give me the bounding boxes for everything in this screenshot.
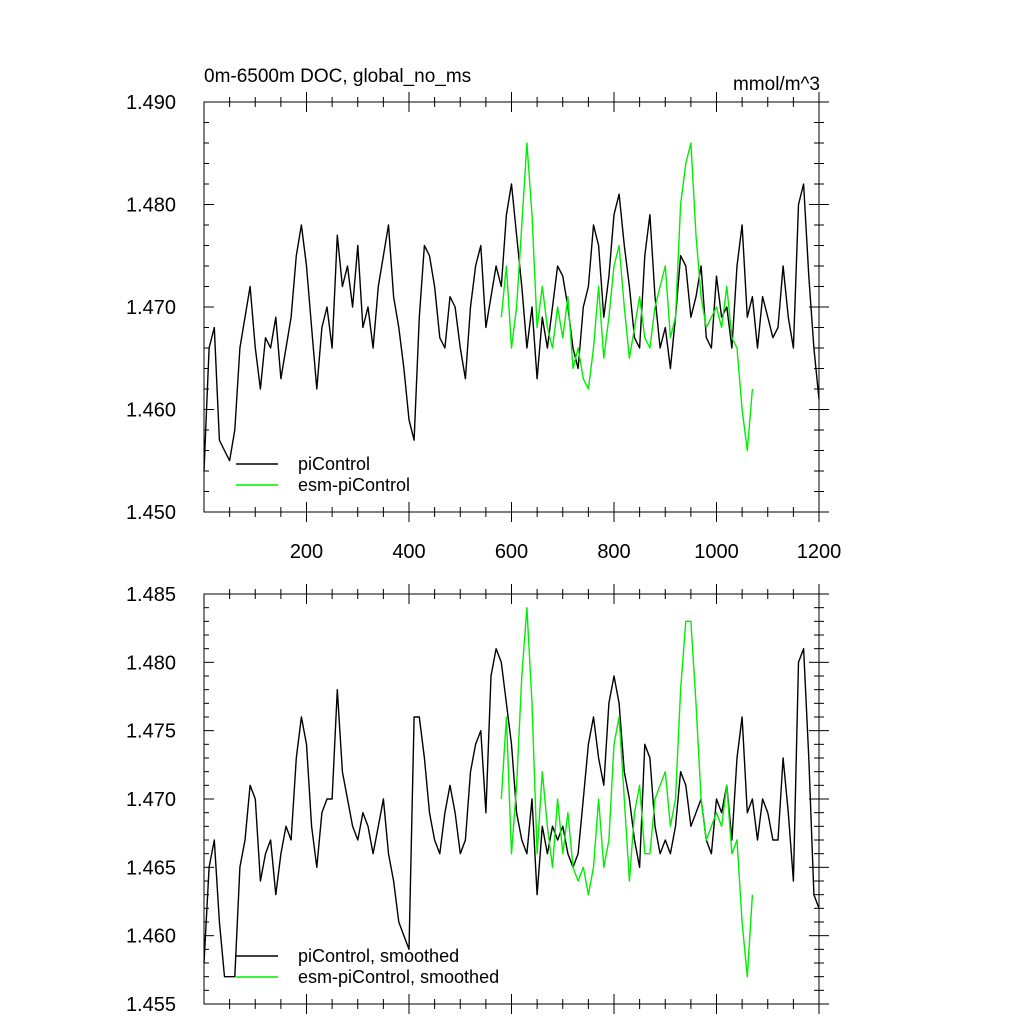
y-tick-label: 1.470 (126, 297, 176, 319)
chart-title: 0m-6500m DOC, global_no_ms (204, 66, 471, 87)
x-tick-label: 1200 (797, 541, 842, 563)
units-label: mmol/m^3 (733, 74, 820, 95)
legend-label: esm-piControl, smoothed (298, 967, 499, 987)
legend-label: piControl, smoothed (298, 946, 459, 966)
y-tick-label: 1.460 (126, 400, 176, 422)
y-tick-label: 1.475 (126, 721, 176, 743)
y-tick-label: 1.450 (126, 502, 176, 524)
series-line-picontrol (203, 648, 820, 978)
y-tick-label: 1.460 (126, 926, 176, 948)
legend-label: esm-piControl (298, 475, 410, 495)
x-tick-label: 800 (597, 541, 630, 563)
series-line-esm-picontrol (500, 607, 754, 978)
y-tick-label: 1.480 (126, 652, 176, 674)
x-tick-label: 1000 (694, 541, 739, 563)
y-tick-label: 1.465 (126, 857, 176, 879)
x-tick-label: 600 (495, 541, 528, 563)
series-line-esm-picontrol (500, 142, 754, 452)
bottom-panel: 1.455 1.460 1.465 1.470 1.475 1.480 1.485 piCon… (126, 584, 829, 1016)
y-tick-label: 1.485 (126, 584, 176, 606)
x-tick-label: 200 (290, 541, 323, 563)
top-panel: 200 400 600 800 1000 1200 1.450 1.460 1.470 1.480… (126, 66, 841, 563)
plot-frame (203, 593, 820, 1005)
y-tick-label: 1.490 (126, 92, 176, 114)
y-tick-label: 1.470 (126, 789, 176, 811)
x-tick-label: 400 (392, 541, 425, 563)
legend-label: piControl (298, 454, 370, 474)
y-tick-label: 1.455 (126, 994, 176, 1016)
y-tick-label: 1.480 (126, 195, 176, 217)
series-line-picontrol (203, 183, 820, 472)
